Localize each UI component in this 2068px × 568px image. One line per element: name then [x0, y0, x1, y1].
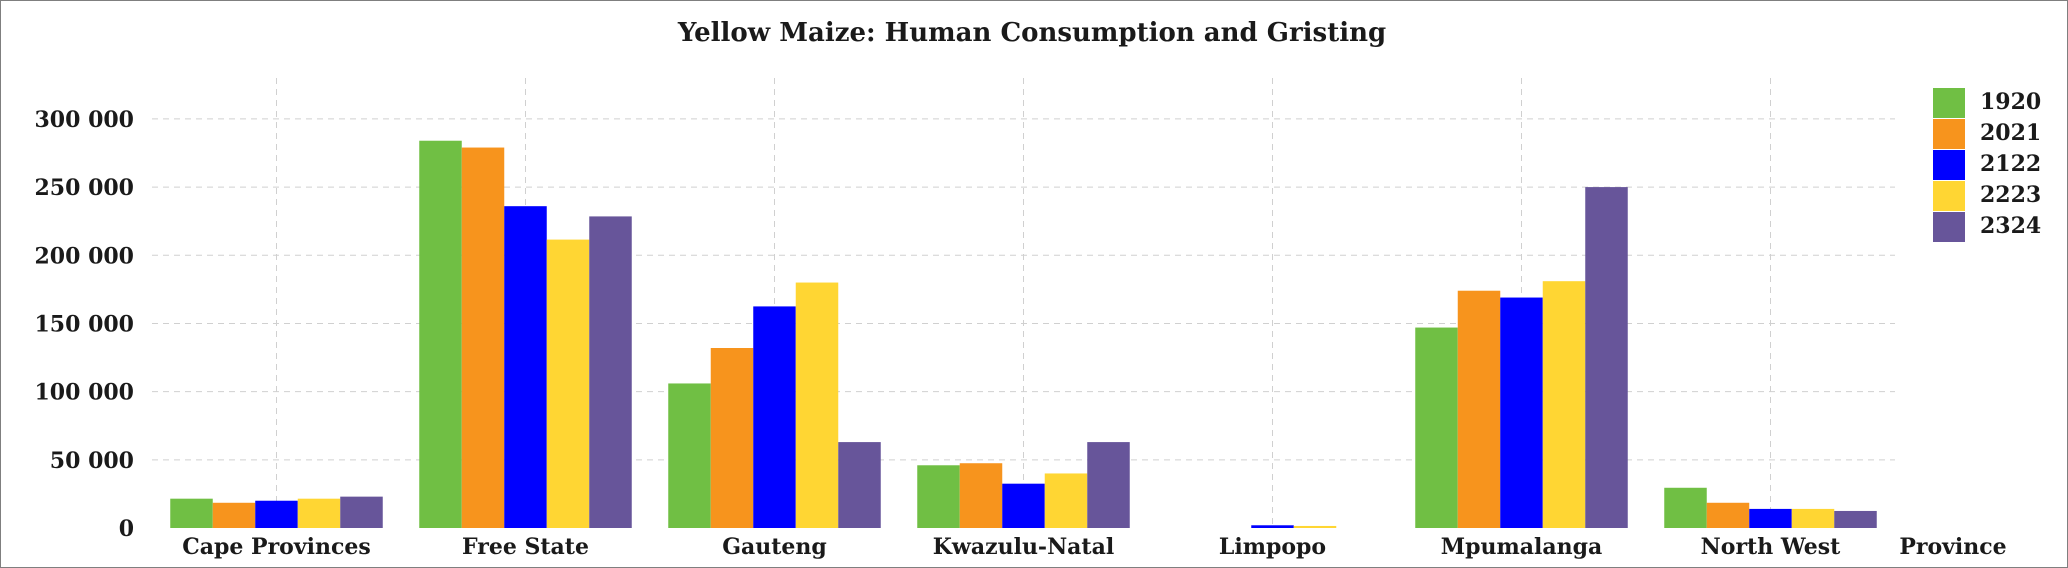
x-tick-label: Gauteng	[722, 534, 827, 560]
y-tick-label: 200 000	[34, 243, 134, 269]
bar-2223	[297, 498, 341, 528]
x-tick-label: North West	[1701, 534, 1841, 560]
chart-title: Yellow Maize: Human Consumption and Gris…	[677, 18, 1386, 48]
bars	[170, 140, 1877, 528]
x-tick-label: Kwazulu-Natal	[933, 534, 1114, 560]
bar-2021	[1457, 290, 1501, 528]
bar-2122	[255, 500, 298, 528]
grid	[152, 78, 1895, 528]
bar-1920	[419, 140, 462, 528]
bar-2223	[1791, 508, 1835, 528]
bar-2223	[1293, 525, 1337, 528]
bar-2324	[1585, 187, 1628, 528]
bar-2021	[1706, 502, 1750, 528]
bar-2122	[753, 306, 796, 528]
bar-2021	[959, 463, 1003, 528]
bar-2223	[1542, 281, 1586, 528]
legend-swatch	[1933, 119, 1965, 149]
bar-2324	[1834, 510, 1877, 528]
legend: 1920 2021 2122 2223 2324	[1933, 88, 2041, 242]
bar-2324	[1087, 442, 1130, 528]
legend-label: 2223	[1980, 182, 2041, 208]
bar-1920	[917, 465, 960, 528]
y-tick-label: 150 000	[34, 311, 134, 337]
bar-1920	[1664, 487, 1707, 528]
x-axis-title: Province	[1899, 534, 2006, 560]
legend-label: 2324	[1980, 213, 2041, 239]
y-tick-label: 50 000	[50, 448, 134, 474]
bar-1920	[170, 498, 213, 528]
legend-label: 2021	[1980, 120, 2041, 146]
x-tick-label: Mpumalanga	[1441, 534, 1603, 560]
legend-label: 2122	[1980, 151, 2041, 177]
legend-swatch	[1933, 88, 1965, 118]
bar-2223	[795, 282, 839, 528]
bar-2122	[1749, 508, 1792, 528]
bar-2223	[546, 239, 590, 528]
bar-1920	[1415, 327, 1458, 528]
legend-swatch	[1933, 212, 1965, 242]
legend-swatch	[1933, 150, 1965, 180]
bar-1920	[668, 383, 711, 528]
bar-2324	[838, 442, 881, 528]
bar-2021	[710, 348, 754, 528]
legend-label: 1920	[1980, 89, 2041, 115]
y-axis-ticks: 0 50 000 100 000 150 000 200 000 250 000 300 0…	[34, 107, 134, 542]
y-tick-label: 0	[119, 516, 134, 542]
bar-2122	[504, 206, 547, 528]
bar-2021	[461, 147, 505, 528]
x-tick-label: Free State	[462, 534, 589, 560]
bar-2122	[1002, 483, 1045, 528]
x-tick-label: Cape Provinces	[182, 534, 371, 560]
y-tick-label: 300 000	[34, 107, 134, 133]
x-axis-ticks: Cape Provinces Free State Gauteng Kwazulu-N…	[182, 534, 1841, 560]
y-tick-label: 100 000	[34, 380, 134, 406]
bar-2223	[1044, 473, 1088, 528]
x-tick-label: Limpopo	[1219, 534, 1326, 560]
bar-2122	[1251, 525, 1294, 528]
legend-swatch	[1933, 181, 1965, 211]
bar-2021	[212, 502, 256, 528]
bar-2324	[340, 496, 383, 528]
y-tick-label: 250 000	[34, 175, 134, 201]
bar-2324	[589, 216, 632, 528]
bar-2122	[1500, 297, 1543, 528]
